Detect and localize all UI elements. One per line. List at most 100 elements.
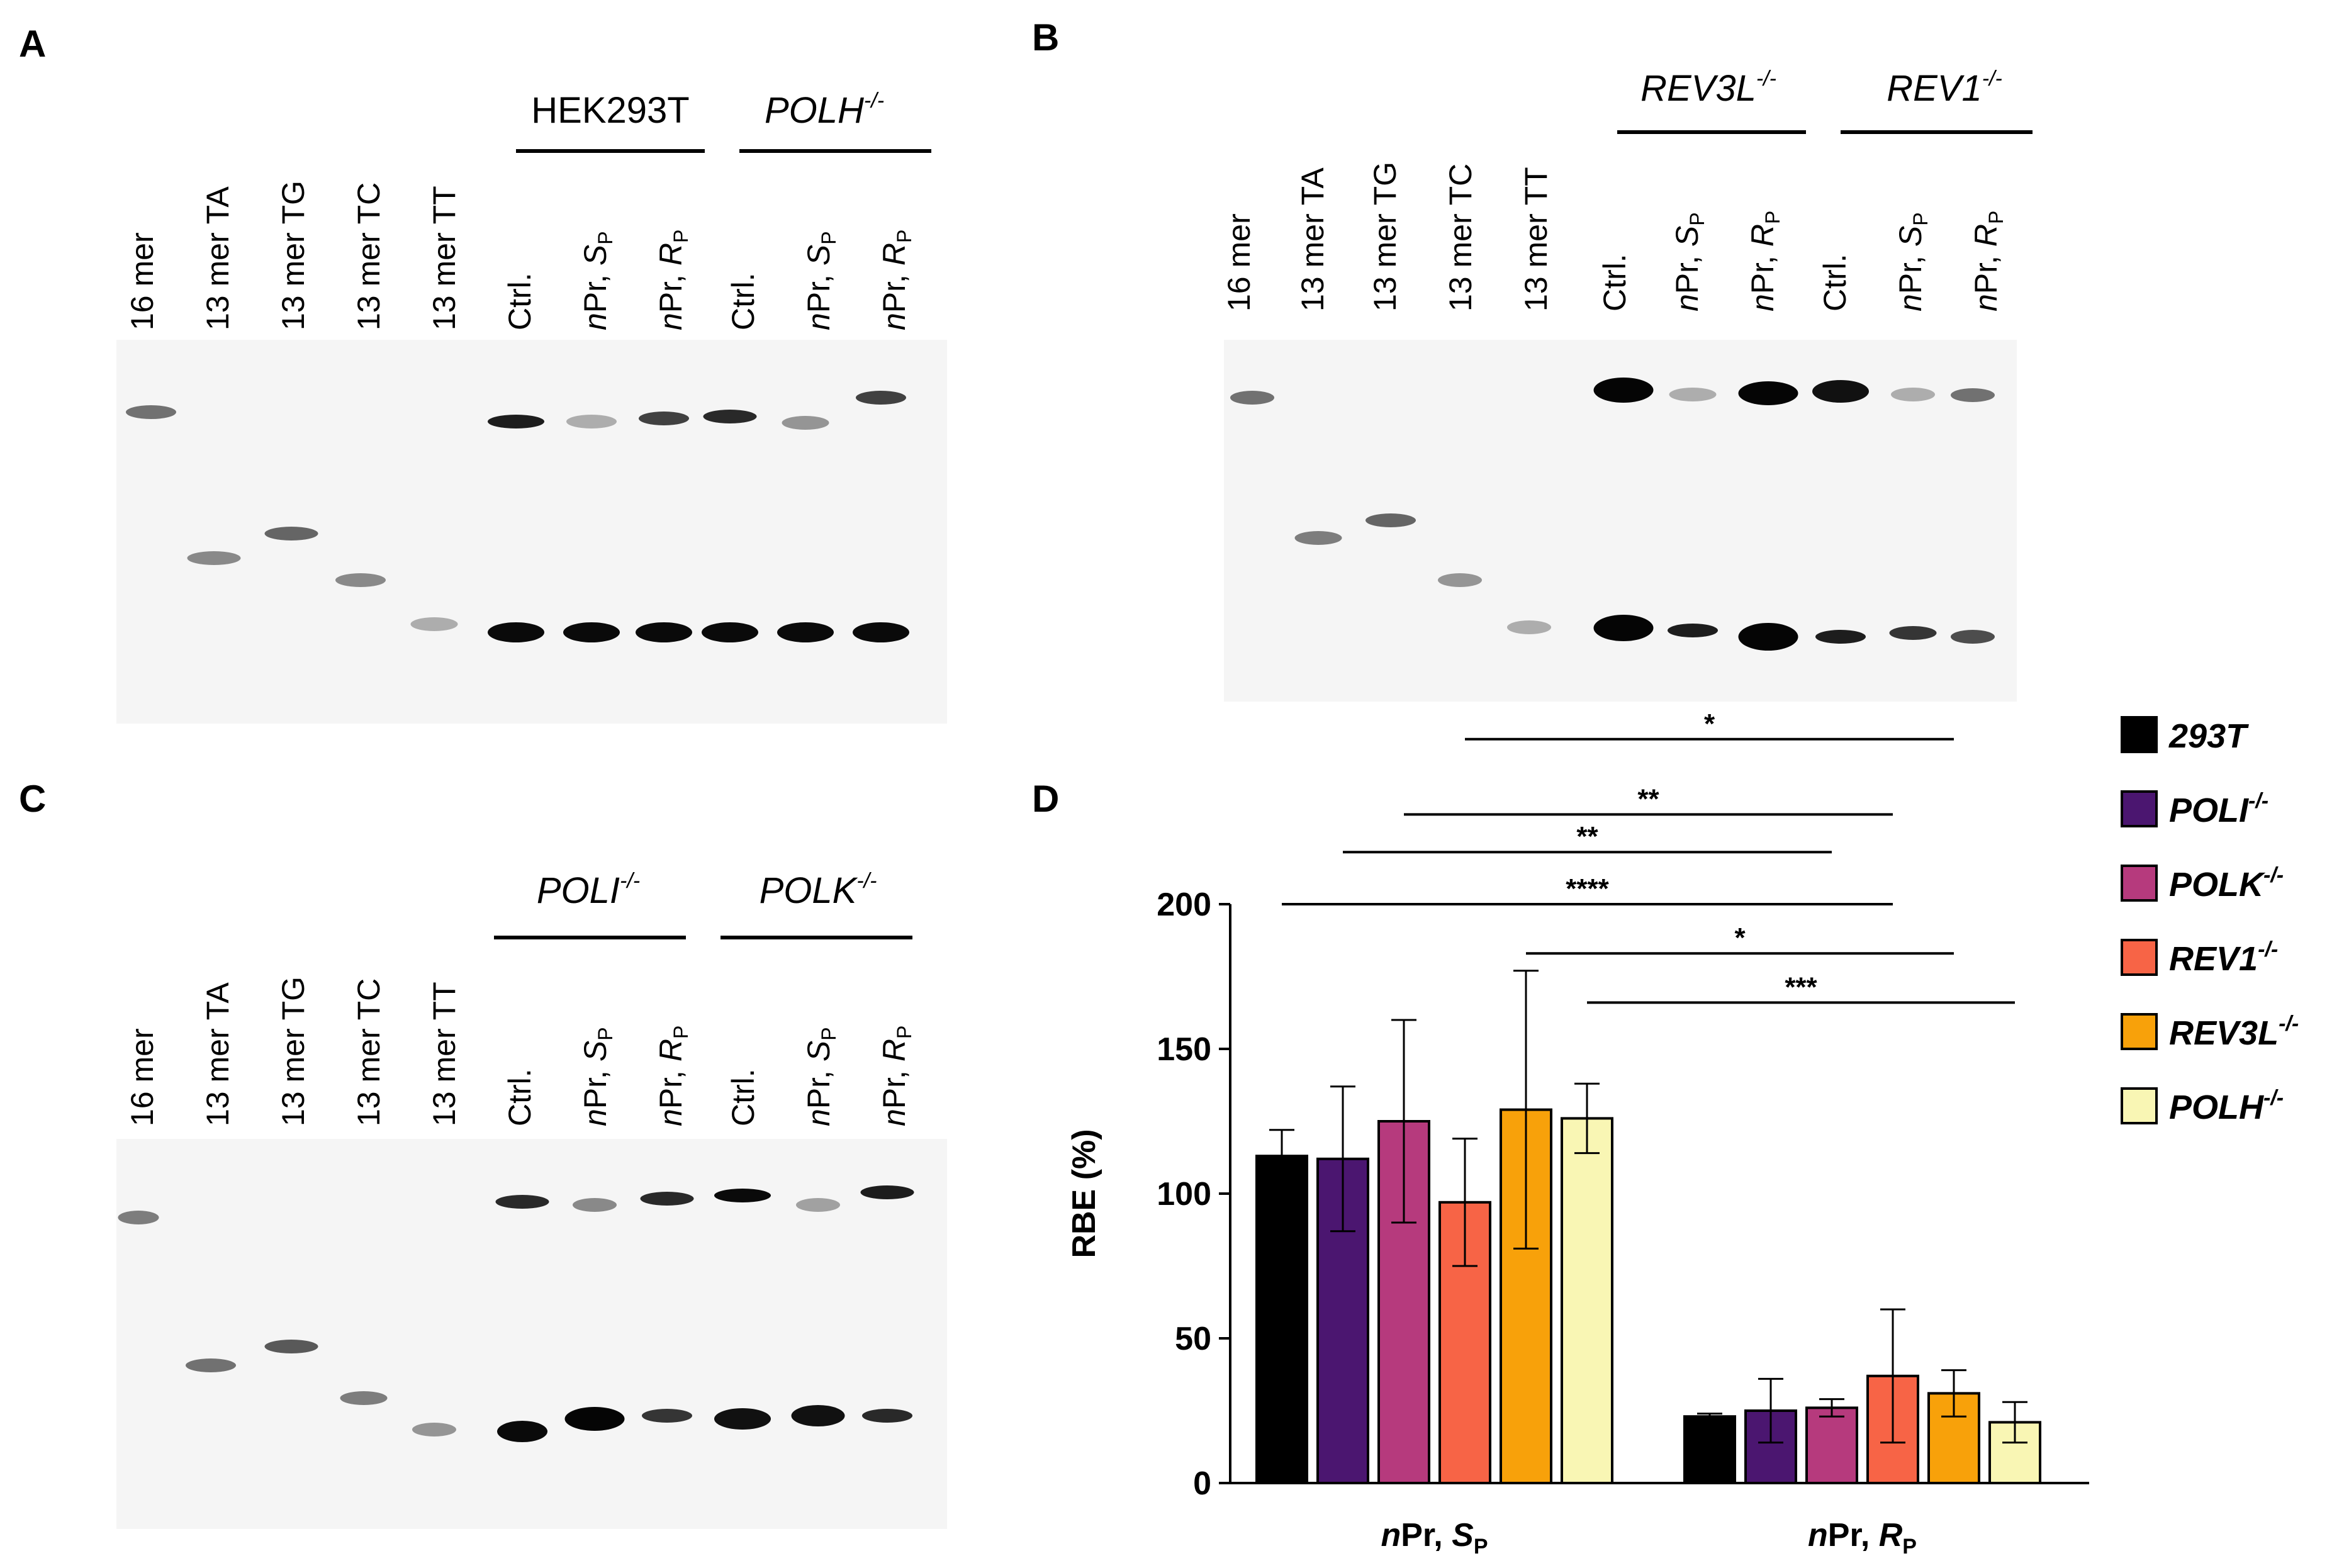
gel-band: [636, 622, 692, 642]
y-tick-label: 0: [1193, 1465, 1211, 1502]
bar: [1683, 1415, 1736, 1484]
panel-a-gel: A HEK293T POLH-/- 16 mer 13 mer TA 13 mer T…: [19, 23, 947, 724]
group-label: REV3L-/-: [1640, 67, 1776, 109]
significance-label: ****: [1566, 873, 1609, 904]
lane-label: 13 mer TT: [1518, 167, 1554, 311]
lane-label: 13 mer TC: [351, 978, 386, 1126]
panel-c-letter: C: [19, 778, 46, 820]
lane-label: 13 mer TG: [276, 181, 311, 330]
gel-band: [642, 1409, 692, 1423]
gel-bands: [126, 391, 909, 642]
gel-band: [1668, 624, 1718, 637]
gel-band: [714, 1189, 771, 1202]
y-tick-label: 50: [1175, 1321, 1211, 1357]
gel-band: [1294, 531, 1342, 545]
lane-label: nPr, RP: [653, 1026, 692, 1126]
gel-background: [116, 340, 947, 724]
lane-label: Ctrl.: [502, 1068, 537, 1126]
x-category-label: nPr, RP: [1808, 1517, 1917, 1559]
gel-band: [1738, 381, 1798, 405]
bar: [1927, 1392, 1980, 1484]
gel-band: [126, 405, 176, 419]
gel-band: [640, 1192, 694, 1206]
lane-label: 13 mer TG: [276, 977, 311, 1126]
gel-band: [782, 416, 829, 430]
gel-band: [1891, 388, 1935, 401]
legend-swatch: [2121, 790, 2158, 827]
gel-bands: [1230, 378, 1995, 651]
lane-label: Ctrl.: [726, 272, 761, 330]
legend-swatch: [2121, 1013, 2158, 1050]
gel-band: [860, 1185, 914, 1199]
gel-band: [1230, 391, 1274, 405]
gel-band: [853, 622, 909, 642]
gel-band: [1889, 626, 1937, 640]
lane-label: nPr, SP: [578, 231, 617, 330]
lane-label: 13 mer TC: [1443, 164, 1478, 311]
legend-swatch: [2121, 716, 2158, 753]
lane-label: 13 mer TA: [200, 186, 235, 330]
lane-label: 13 mer TA: [1295, 167, 1330, 311]
lane-label: Ctrl.: [502, 272, 537, 330]
lane-label: nPr, RP: [653, 230, 692, 330]
lane-label: 13 mer TT: [427, 982, 462, 1126]
gel-band: [264, 1340, 318, 1353]
significance-label: ***: [1785, 972, 1817, 1002]
group-label: HEK293T: [531, 90, 689, 131]
lane-label: Ctrl.: [1597, 254, 1632, 311]
significance-label: *: [1734, 922, 1746, 953]
gel-band: [1951, 630, 1995, 644]
gel-band: [777, 622, 834, 642]
lane-label: nPr, SP: [801, 231, 840, 330]
gel-band: [412, 1423, 456, 1436]
gel-band: [1669, 388, 1717, 401]
bar: [1561, 1117, 1613, 1484]
gel-band: [1738, 623, 1798, 651]
gel-band: [564, 1407, 625, 1431]
lane-label: 13 mer TG: [1367, 162, 1403, 311]
gel-band: [488, 622, 544, 642]
gel-band: [187, 551, 241, 565]
gel-band: [791, 1405, 845, 1426]
group-label: REV1-/-: [1887, 67, 2002, 109]
panel-b-gel: B REV3L-/- REV1-/- 16 mer 13 mer TA 13 mer …: [1032, 16, 2033, 702]
group-label: POLK-/-: [760, 869, 877, 911]
gel-band: [186, 1358, 236, 1372]
bar: [1805, 1406, 1858, 1484]
significance-label: *: [1704, 708, 1715, 739]
significance-label: **: [1637, 783, 1659, 814]
gel-band: [495, 1195, 549, 1209]
gel-band: [862, 1409, 912, 1423]
gel-band: [1438, 573, 1482, 587]
lane-label: 13 mer TC: [351, 182, 386, 330]
lane-label: nPr, RP: [877, 1026, 916, 1126]
gel-band: [573, 1198, 617, 1212]
legend-swatch: [2121, 1087, 2158, 1124]
lane-label: nPr, SP: [1893, 212, 1932, 311]
gel-band: [335, 573, 386, 587]
gel-band: [1507, 620, 1551, 634]
lane-label: nPr, RP: [1968, 211, 2007, 311]
lane-label: 16 mer: [125, 1028, 160, 1126]
bar: [1255, 1155, 1308, 1484]
gel-band: [1593, 615, 1654, 641]
significance-label: **: [1576, 821, 1598, 852]
gel-band: [702, 622, 758, 642]
lane-label: nPr, RP: [877, 230, 916, 330]
legend-swatch: [2121, 939, 2158, 976]
gel-band: [488, 415, 544, 428]
gel-band: [118, 1211, 159, 1224]
y-axis-label: RBE (%): [1066, 1129, 1102, 1258]
gel-band: [639, 412, 689, 425]
lane-label: 16 mer: [1221, 213, 1257, 311]
y-tick-label: 200: [1157, 887, 1211, 923]
legend-label: REV1-/-: [2169, 938, 2278, 978]
gel-band: [410, 617, 458, 631]
gel-band: [563, 622, 620, 642]
gel-band: [1951, 388, 1995, 402]
gel-band: [714, 1408, 771, 1430]
group-label: POLH-/-: [765, 89, 884, 131]
gel-band: [796, 1198, 840, 1212]
gel-band: [856, 391, 906, 405]
lane-label: nPr, RP: [1745, 211, 1784, 311]
